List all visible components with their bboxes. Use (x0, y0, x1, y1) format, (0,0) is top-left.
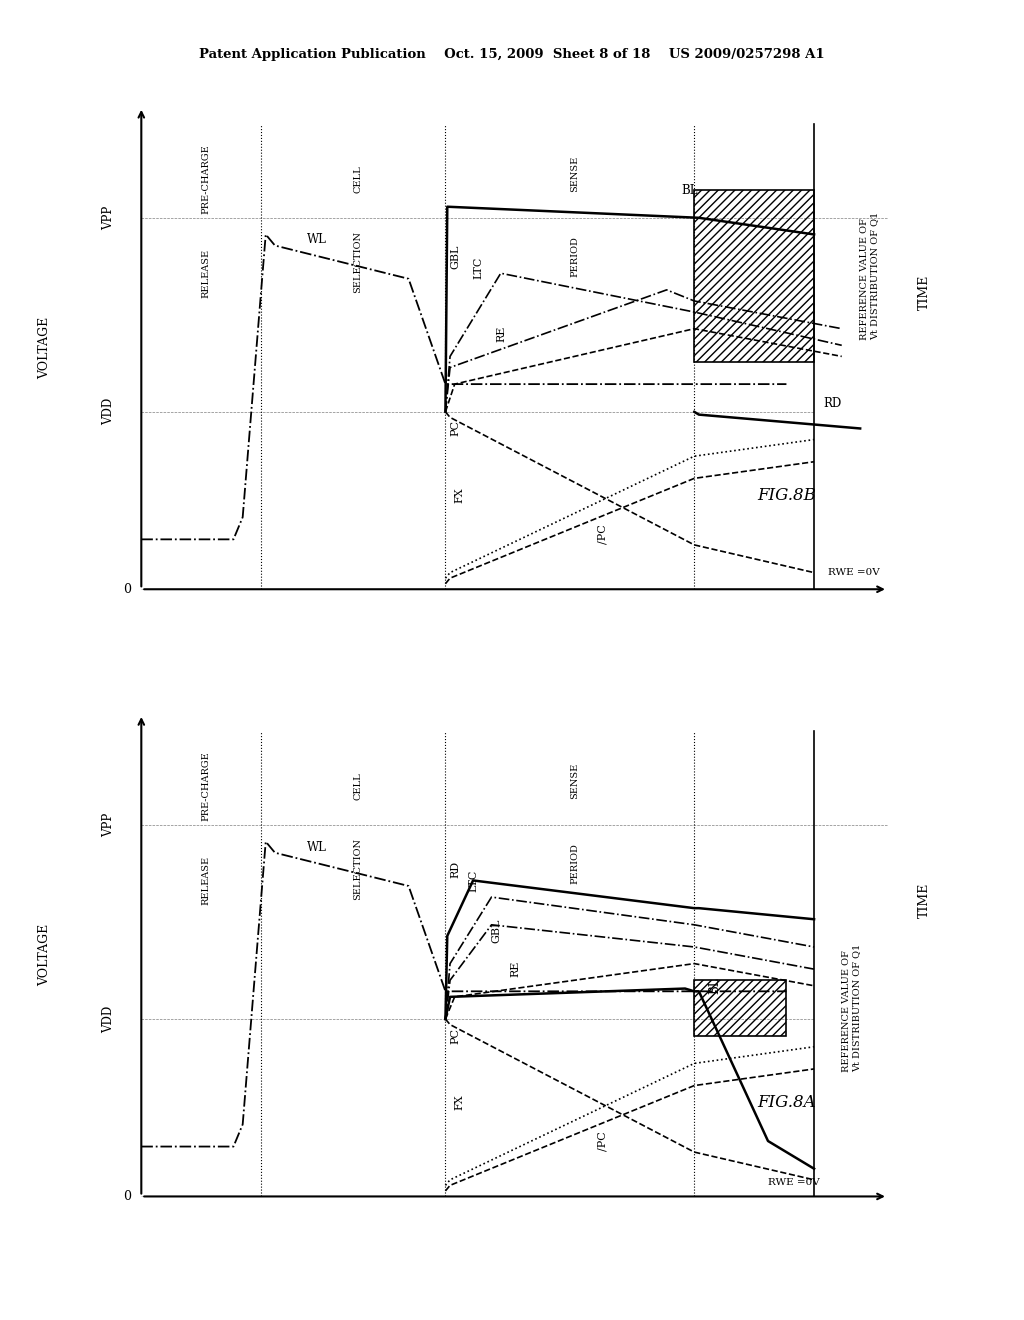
Text: VDD: VDD (102, 1006, 116, 1032)
Text: Patent Application Publication    Oct. 15, 2009  Sheet 8 of 18    US 2009/025729: Patent Application Publication Oct. 15, … (200, 48, 824, 61)
Text: LTC: LTC (473, 256, 483, 279)
Text: VPP: VPP (102, 813, 116, 837)
Text: REFERENCE VALUE OF
Vt DISTRIBUTION OF Q1: REFERENCE VALUE OF Vt DISTRIBUTION OF Q1 (842, 944, 861, 1072)
Text: TIME: TIME (919, 882, 931, 917)
Text: RWE =0V: RWE =0V (768, 1177, 820, 1187)
Text: SELECTION: SELECTION (353, 231, 362, 293)
Text: BL: BL (681, 183, 698, 197)
Text: FIG.8B: FIG.8B (757, 487, 816, 503)
Text: RD: RD (451, 861, 460, 878)
Text: VPP: VPP (102, 206, 116, 230)
Text: CELL: CELL (353, 772, 362, 800)
Text: REFERENCE VALUE OF
Vt DISTRIBUTION OF Q1: REFERENCE VALUE OF Vt DISTRIBUTION OF Q1 (860, 213, 880, 341)
Text: PERIOD: PERIOD (570, 843, 579, 884)
Text: WL: WL (307, 841, 327, 854)
Text: SENSE: SENSE (570, 156, 579, 191)
Text: RELEASE: RELEASE (202, 855, 210, 906)
Text: TIME: TIME (919, 275, 931, 310)
Text: RELEASE: RELEASE (202, 248, 210, 298)
Text: 0: 0 (124, 582, 131, 595)
Text: PRE-CHARGE: PRE-CHARGE (202, 144, 210, 214)
Text: FX: FX (455, 487, 465, 503)
Text: PC: PC (451, 1028, 460, 1044)
Text: /PC: /PC (598, 524, 607, 544)
Text: RWE =0V: RWE =0V (828, 568, 880, 577)
Text: VDD: VDD (102, 399, 116, 425)
Text: SELECTION: SELECTION (353, 838, 362, 900)
Text: 0: 0 (124, 1189, 131, 1203)
Bar (694, 190, 814, 362)
Text: PC: PC (451, 421, 460, 437)
Text: SENSE: SENSE (570, 763, 579, 799)
Text: RE: RE (510, 961, 520, 977)
Text: LTC: LTC (469, 870, 478, 891)
Bar (694, 981, 786, 1036)
Text: GBL: GBL (492, 919, 502, 942)
Text: FX: FX (455, 1094, 465, 1110)
Text: VOLTAGE: VOLTAGE (38, 317, 51, 379)
Text: /PC: /PC (598, 1131, 607, 1151)
Text: VOLTAGE: VOLTAGE (38, 924, 51, 986)
Text: PERIOD: PERIOD (570, 236, 579, 277)
Text: CELL: CELL (353, 165, 362, 193)
Text: GBL: GBL (451, 244, 460, 269)
Text: RE: RE (497, 326, 506, 342)
Text: FIG.8A: FIG.8A (757, 1094, 816, 1110)
Text: WL: WL (307, 234, 327, 247)
Text: PRE-CHARGE: PRE-CHARGE (202, 751, 210, 821)
Text: RD: RD (823, 397, 842, 411)
Text: BL: BL (709, 978, 721, 994)
